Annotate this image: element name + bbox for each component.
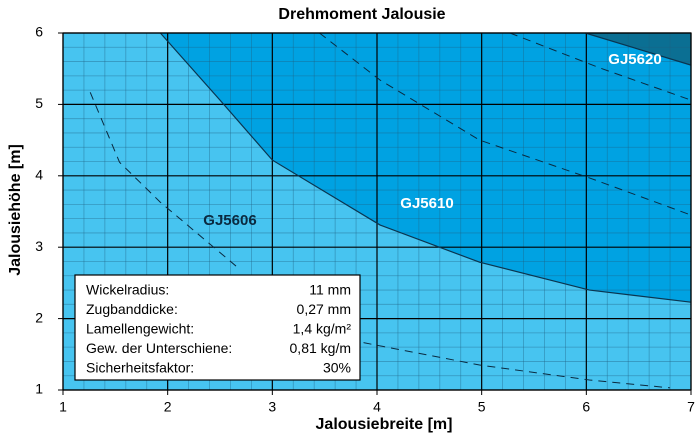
region-label: GJ5620	[608, 51, 661, 68]
dashed-curve	[349, 339, 671, 389]
table-label: Gew. der Unterschiene:	[86, 340, 232, 356]
region-boundary	[159, 32, 692, 303]
table-label: Sicherheitsfaktor:	[86, 360, 194, 376]
table-label: Lamellengewicht:	[86, 321, 194, 337]
x-tick-label: 5	[478, 399, 486, 415]
region-fill	[160, 33, 692, 303]
region-boundary	[585, 32, 692, 66]
region-label: GJ5606	[203, 212, 256, 229]
table-label: Wickelradius:	[86, 282, 169, 298]
plot-frame	[62, 32, 692, 391]
x-tick-label: 3	[268, 399, 276, 415]
y-tick-label: 6	[35, 24, 43, 40]
dashed-curve	[509, 32, 692, 101]
dashed-curve	[89, 92, 241, 270]
region-label: GJ5610	[400, 195, 453, 212]
table-value: 0,81 kg/m	[290, 340, 351, 356]
x-tick-label: 4	[373, 399, 381, 415]
x-tick-label: 1	[59, 399, 67, 415]
x-tick-label: 6	[582, 399, 590, 415]
y-tick-label: 5	[35, 95, 43, 111]
table-value: 1,4 kg/m²	[293, 321, 352, 337]
x-tick-label: 7	[687, 399, 695, 415]
y-axis-label: Jalousiehöhe [m]	[7, 144, 24, 276]
y-tick-label: 4	[35, 167, 43, 183]
table-value: 11 mm	[309, 282, 351, 298]
table-value: 30%	[323, 360, 351, 376]
y-tick-label: 3	[35, 238, 43, 254]
chart-title: Drehmoment Jalousie	[278, 6, 445, 23]
x-axis-label: Jalousiebreite [m]	[316, 416, 453, 433]
table-value: 0,27 mm	[297, 301, 351, 317]
info-box	[74, 274, 361, 381]
table-label: Zugbanddicke:	[86, 301, 178, 317]
x-tick-label: 2	[164, 399, 172, 415]
y-tick-label: 1	[35, 381, 43, 397]
y-tick-label: 2	[35, 309, 43, 325]
